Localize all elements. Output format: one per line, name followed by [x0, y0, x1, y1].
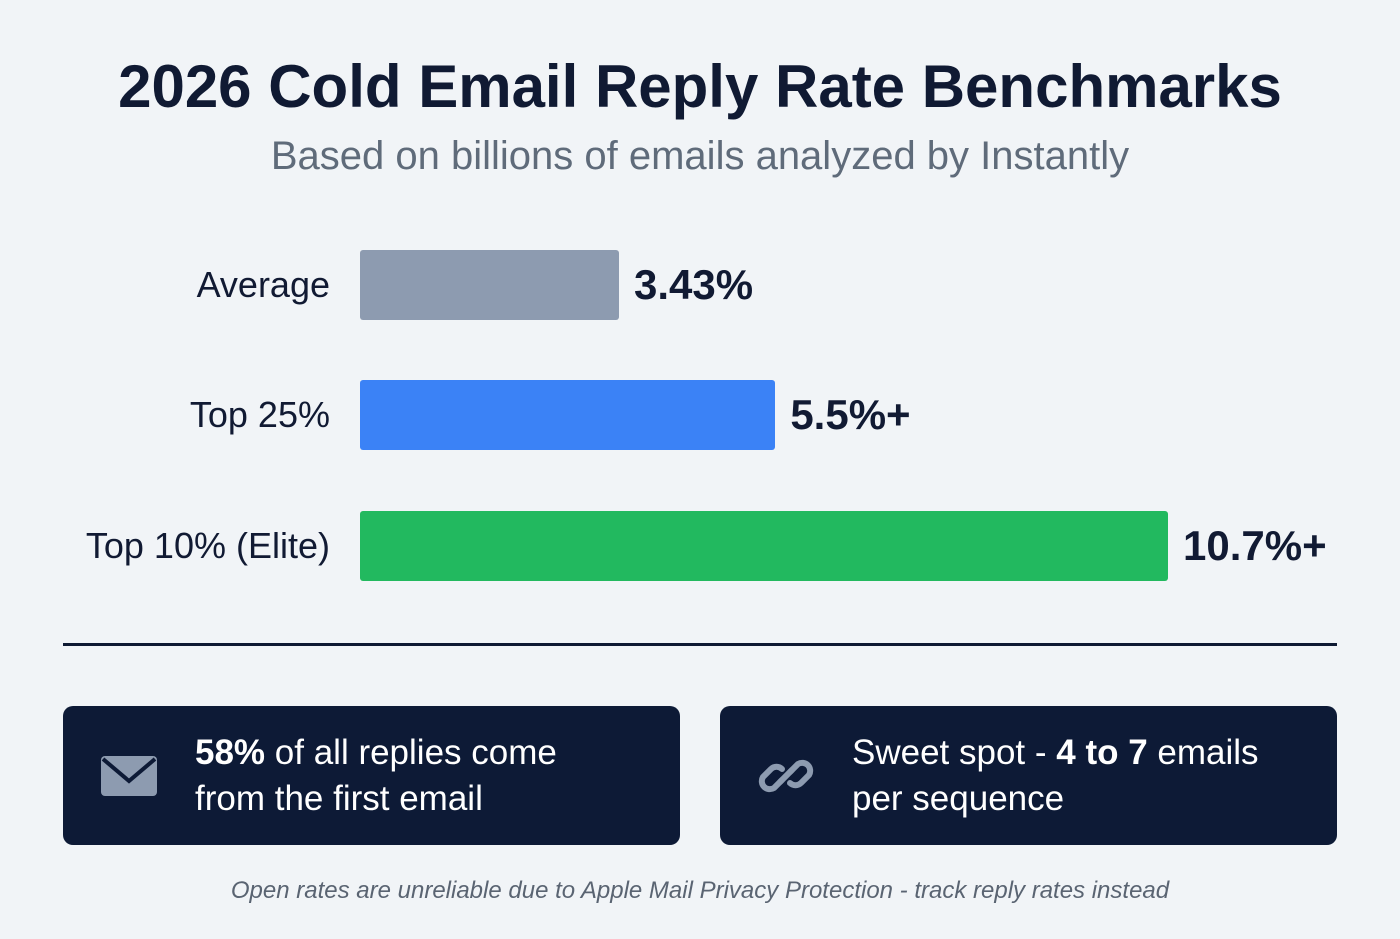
bar-label: Top 10% (Elite) [85, 525, 330, 566]
bar [360, 511, 1168, 581]
stat-card-sequence: Sweet spot - 4 to 7 emails per sequence [720, 706, 1337, 845]
card-highlight: 4 to 7 [1056, 733, 1148, 772]
bar [360, 380, 776, 450]
divider [63, 643, 1337, 646]
bar-value-label: 5.5%+ [790, 391, 911, 438]
bar-value-label: 10.7%+ [1183, 522, 1327, 569]
bar-label: Top 25% [189, 394, 330, 435]
link-icon [758, 759, 814, 793]
card-text: Sweet spot - 4 to 7 emails per sequence [852, 730, 1259, 822]
stat-card-first-email: 58% of all replies come from the first e… [63, 706, 680, 845]
card-text-line2: from the first email [195, 779, 483, 818]
bar-row: Top 10% (Elite) 10.7%+ [0, 511, 1400, 581]
envelope-icon [101, 756, 157, 796]
card-highlight: 58% [195, 733, 266, 772]
card-text: 58% of all replies come from the first e… [195, 730, 557, 822]
page-title: 2026 Cold Email Reply Rate Benchmarks [118, 53, 1282, 120]
bar-label: Average [196, 264, 330, 305]
bar-value-label: 3.43% [634, 261, 754, 308]
page-subtitle: Based on billions of emails analyzed by … [270, 134, 1130, 178]
card-text-line2: per sequence [852, 779, 1065, 818]
card-text-line1: of all replies come [265, 733, 557, 772]
bar-row: Average 3.43% [0, 250, 1400, 320]
card-text-line1: emails [1147, 733, 1259, 772]
bar-row: Top 25% 5.5%+ [0, 380, 1400, 450]
footer-note: Open rates are unreliable due to Apple M… [230, 877, 1170, 904]
bar [360, 250, 619, 320]
card-text-prefix: Sweet spot - [852, 733, 1057, 772]
